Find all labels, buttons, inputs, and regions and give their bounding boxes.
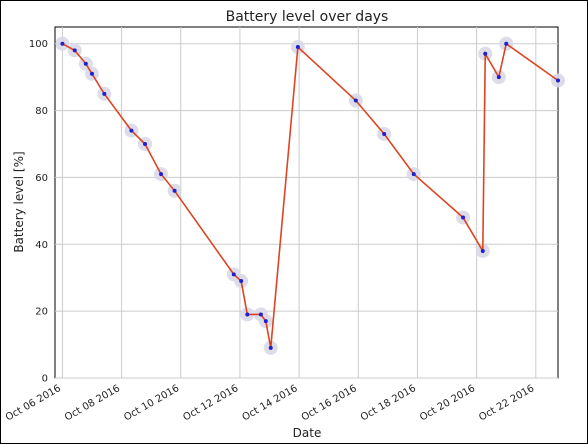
y-tick-label: 40 xyxy=(35,240,48,251)
x-tick-label: Oct 14 2016 xyxy=(241,383,300,423)
grid xyxy=(55,27,558,379)
x-tick-labels: Oct 06 2016 Oct 08 2016 Oct 10 2016 Oct 12 … xyxy=(4,383,536,423)
x-tick-label: Oct 12 2016 xyxy=(181,383,240,423)
chart-title: Battery level over days xyxy=(226,9,389,25)
data-point xyxy=(102,91,107,96)
y-axis-label: Battery level [%] xyxy=(12,151,26,252)
data-point xyxy=(480,248,485,253)
y-tick-label: 20 xyxy=(35,307,48,318)
x-tick-label: Oct 22 2016 xyxy=(477,383,536,423)
data-point xyxy=(263,319,268,324)
data-point xyxy=(295,45,300,50)
y-tick-label: 100 xyxy=(29,39,48,50)
data-point xyxy=(496,75,501,80)
x-tick-label: Oct 06 2016 xyxy=(4,383,63,423)
data-point xyxy=(258,312,263,317)
y-tick-label: 60 xyxy=(35,173,48,184)
data-point xyxy=(411,172,416,177)
data-point xyxy=(461,215,466,220)
x-tick-label: Oct 20 2016 xyxy=(418,383,477,423)
y-tick-label: 80 xyxy=(35,106,48,117)
data-point xyxy=(382,131,387,136)
data-point xyxy=(142,142,147,146)
y-tick-labels: 0 20 40 60 80 100 xyxy=(29,39,48,384)
data-point xyxy=(129,128,134,133)
data-point xyxy=(483,51,488,56)
x-tick-label: Oct 08 2016 xyxy=(63,383,122,423)
data-point xyxy=(159,172,164,177)
x-tick-label: Oct 16 2016 xyxy=(300,383,359,423)
data-point xyxy=(504,41,509,46)
plot-area xyxy=(54,26,559,379)
series-layer xyxy=(55,36,565,355)
data-point xyxy=(89,71,94,76)
data-point xyxy=(556,78,560,83)
data-point xyxy=(60,41,65,46)
data-point xyxy=(268,345,273,350)
y-tick-label: 0 xyxy=(42,374,48,385)
data-point xyxy=(245,312,250,317)
x-axis-label: Date xyxy=(293,426,322,440)
data-point xyxy=(231,272,236,277)
data-point xyxy=(83,61,88,66)
data-point xyxy=(172,188,177,193)
data-point xyxy=(72,48,77,53)
data-point xyxy=(353,98,358,103)
x-tick-label: Oct 18 2016 xyxy=(359,383,418,423)
x-tick-label: Oct 10 2016 xyxy=(122,383,181,423)
data-point xyxy=(239,279,244,284)
